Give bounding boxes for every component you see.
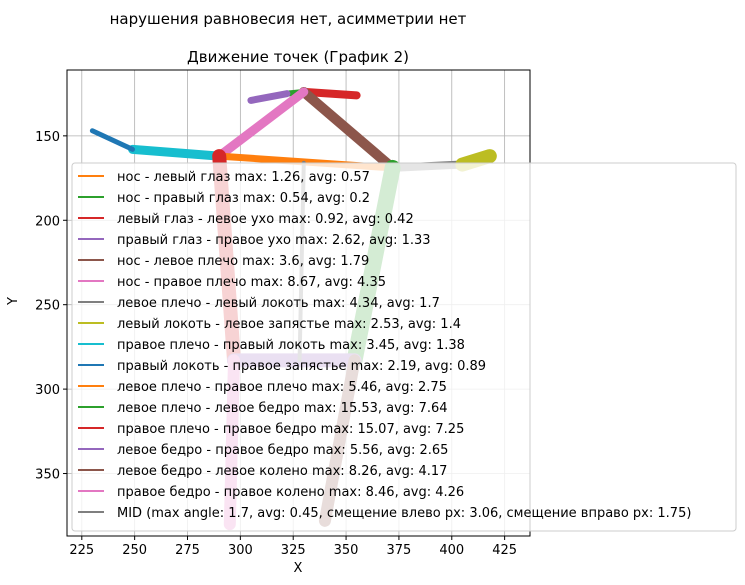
legend-entry: нос - левый глаз max: 1.26, avg: 0.57 [117, 170, 370, 185]
legend-entry: нос - правый глаз max: 0.54, avg: 0.2 [117, 191, 370, 206]
series-segment-4 [298, 86, 398, 173]
legend-entry: правое бедро - правое колено max: 8.46, … [117, 485, 464, 500]
x-axis-label: X [294, 561, 303, 576]
legend-entry: правый глаз - правое ухо max: 2.62, avg:… [117, 233, 431, 248]
series-segment-5 [214, 87, 309, 161]
x-tick-label: 250 [122, 543, 147, 558]
legend-entry: MID (max angle: 1.7, avg: 0.45, смещение… [117, 506, 691, 521]
series-segment-2 [301, 87, 361, 100]
legend-box [71, 162, 737, 532]
legend-entry: левое плечо - левый локоть max: 4.34, av… [117, 296, 440, 311]
series-segment-8 [128, 144, 224, 161]
legend-entry: нос - левое плечо max: 3.6, avg: 1.79 [117, 254, 369, 269]
x-tick-label: 350 [334, 543, 359, 558]
x-tick-label: 300 [228, 543, 253, 558]
y-tick-label: 250 [35, 299, 60, 314]
legend-entry: нос - правое плечо max: 8.67, avg: 4.35 [117, 275, 386, 290]
x-tick-label: 325 [281, 543, 306, 558]
series-segment-3 [247, 90, 291, 104]
x-tick-label: 425 [492, 543, 517, 558]
series-segment-9 [89, 128, 136, 152]
legend-entry: левое плечо - правое плечо max: 5.46, av… [117, 380, 447, 395]
x-tick-label: 400 [439, 543, 464, 558]
y-tick-label: 150 [35, 130, 60, 145]
x-tick-label: 225 [69, 543, 94, 558]
legend-entry: левое бедро - правое бедро max: 5.56, av… [117, 443, 448, 458]
legend-entry: правое плечо - правое бедро max: 15.07, … [117, 422, 464, 437]
legend-entry: правое плечо - правый локоть max: 3.45, … [117, 338, 465, 353]
legend-entry: левый локоть - левое запястье max: 2.53,… [117, 317, 461, 332]
x-tick-label: 275 [175, 543, 200, 558]
y-tick-label: 300 [35, 383, 60, 398]
y-tick-label: 350 [35, 468, 60, 483]
legend-entry: левое плечо - левое бедро max: 15.53, av… [117, 401, 448, 416]
y-axis-label: Y [6, 297, 21, 306]
legend-entry: левый глаз - левое ухо max: 0.92, avg: 0… [117, 212, 414, 227]
plot-title: Движение точек (График 2) [187, 48, 409, 66]
legend: нос - левый глаз max: 1.26, avg: 0.57 нос… [71, 162, 737, 532]
legend-entry: левое бедро - левое колено max: 8.26, av… [117, 464, 447, 479]
x-tick-label: 375 [387, 543, 412, 558]
legend-entry: правый локоть - правое запястье max: 2.1… [117, 359, 486, 374]
figure-suptitle: нарушения равновесия нет, асимметрии нет [110, 10, 467, 28]
y-tick-label: 200 [35, 214, 60, 229]
